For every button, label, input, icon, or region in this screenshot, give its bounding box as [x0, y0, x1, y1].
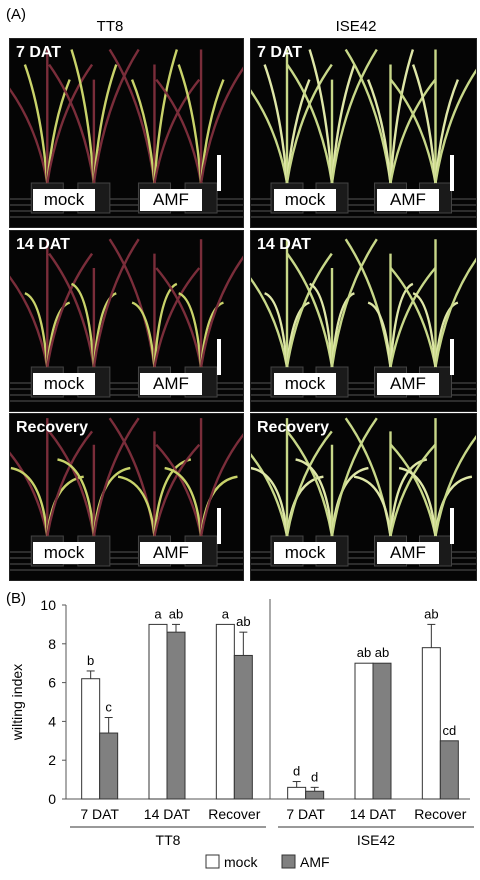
x-tick-label: 14 DAT	[350, 806, 397, 822]
legend-swatch-mock	[205, 854, 220, 869]
bar-mock	[287, 786, 307, 800]
significance-letter: a	[154, 606, 162, 621]
scale-bar	[450, 339, 454, 375]
legend-label: AMF	[300, 854, 330, 870]
significance-letter: a	[222, 606, 230, 621]
scale-bar	[217, 508, 221, 544]
bar-amf	[233, 654, 253, 800]
amf-tag: AMF	[377, 189, 439, 211]
scale-bar	[217, 339, 221, 375]
amf-tag: AMF	[140, 189, 202, 211]
legend-swatch-amf	[281, 854, 296, 869]
y-axis-label: wilting index	[9, 664, 25, 741]
bar-mock	[81, 678, 101, 800]
x-tick-label: 7 DAT	[286, 806, 325, 822]
y-tick-label: 6	[48, 675, 56, 691]
panel-label-a: (A)	[6, 6, 26, 23]
bar-amf	[439, 740, 459, 800]
photo-timepoint-label: Recovery	[16, 419, 89, 436]
plant-photo-tt8-row2: 14 DAT mock AMF	[9, 230, 244, 412]
plant-photo-ise42-row3: Recovery mock AMF	[250, 413, 477, 581]
significance-letter: ab	[357, 645, 371, 660]
group-label: ISE42	[357, 832, 395, 848]
mock-tag: mock	[274, 189, 336, 211]
x-tick-label: 14 DAT	[144, 806, 191, 822]
y-tick-label: 8	[48, 636, 56, 652]
x-tick-label: 7 DAT	[80, 806, 119, 822]
group-label: TT8	[156, 832, 181, 848]
mock-tag: mock	[33, 542, 95, 564]
bar-amf	[166, 631, 186, 800]
bar-mock	[421, 647, 441, 800]
column-title-ise42: ISE42	[335, 18, 377, 35]
significance-letter: d	[293, 764, 300, 779]
bar-amf	[99, 732, 119, 800]
significance-letter: cd	[442, 723, 456, 738]
amf-tag: AMF	[377, 373, 439, 395]
y-tick-label: 10	[40, 597, 56, 613]
photo-timepoint-label: Recovery	[257, 419, 330, 436]
photo-timepoint-label: 14 DAT	[16, 236, 70, 253]
plant-photo-ise42-row2: 14 DAT mock AMF	[250, 230, 477, 412]
plant-photo-tt8-row3: Recovery mock AMF	[9, 413, 244, 581]
bar-mock	[354, 662, 374, 800]
significance-letter: b	[87, 653, 94, 668]
y-tick-label: 0	[48, 791, 56, 807]
plant-photo-ise42-row1: 7 DAT mock AMF	[250, 38, 477, 228]
photo-timepoint-label: 7 DAT	[16, 44, 62, 61]
legend-label: mock	[224, 854, 258, 870]
plant-photo-tt8-row1: 7 DAT mock AMF	[9, 38, 244, 228]
bar-amf	[372, 662, 392, 800]
significance-letter: c	[105, 700, 112, 715]
amf-tag: AMF	[140, 542, 202, 564]
bar-mock	[215, 623, 235, 800]
x-tick-label: Recover	[414, 806, 466, 822]
significance-letter: ab	[169, 606, 183, 621]
significance-letter: d	[311, 769, 318, 784]
column-title-tt8: TT8	[96, 18, 124, 35]
y-tick-label: 4	[48, 713, 56, 729]
scale-bar	[217, 155, 221, 191]
x-tick-label: Recover	[208, 806, 260, 822]
scale-bar	[450, 155, 454, 191]
photo-timepoint-label: 7 DAT	[257, 44, 303, 61]
mock-tag: mock	[33, 373, 95, 395]
mock-tag: mock	[274, 542, 336, 564]
amf-tag: AMF	[377, 542, 439, 564]
significance-letter: ab	[236, 614, 250, 629]
mock-tag: mock	[274, 373, 336, 395]
significance-letter: ab	[375, 645, 389, 660]
plant-drawing	[251, 417, 476, 571]
panel-label-b: (B)	[6, 590, 26, 607]
mock-tag: mock	[33, 189, 95, 211]
significance-letter: ab	[424, 606, 438, 621]
y-tick-label: 2	[48, 752, 56, 768]
photo-timepoint-label: 14 DAT	[257, 236, 311, 253]
amf-tag: AMF	[140, 373, 202, 395]
scale-bar	[450, 508, 454, 544]
bar-amf	[305, 790, 325, 800]
bar-mock	[148, 623, 168, 800]
